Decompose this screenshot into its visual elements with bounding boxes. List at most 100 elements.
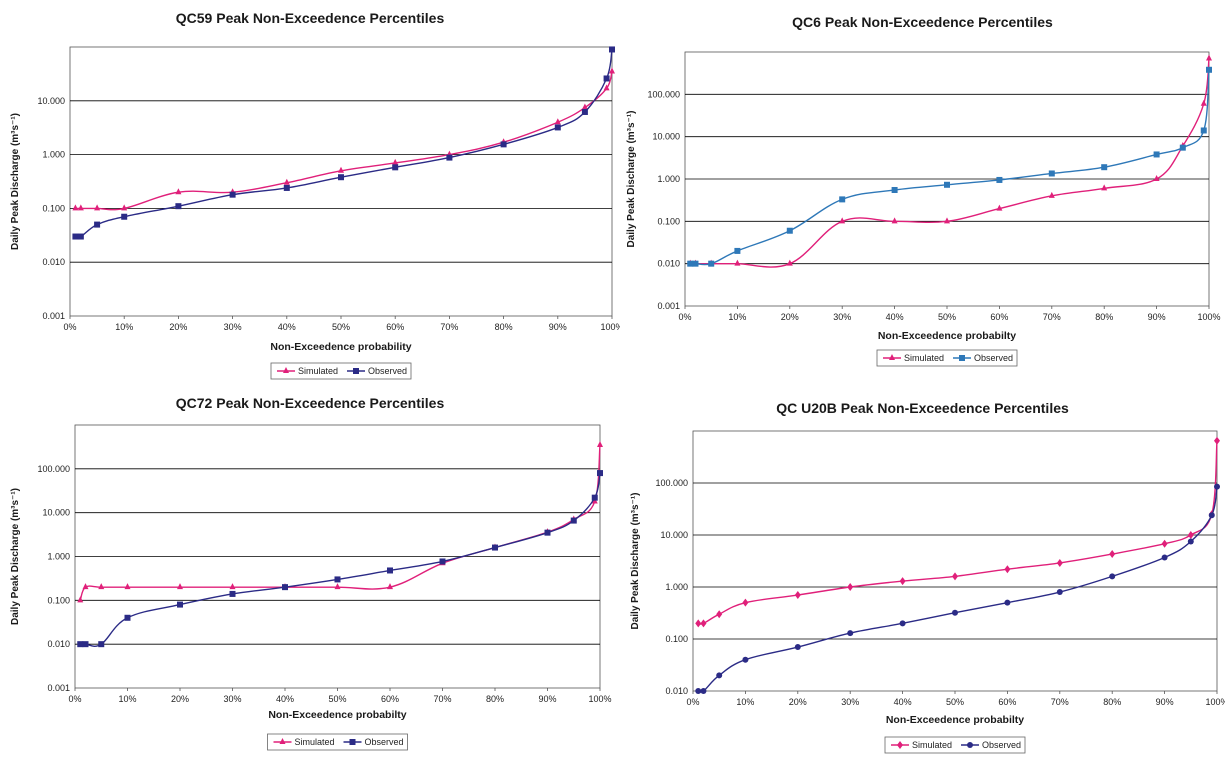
data-point-observed: [283, 184, 290, 191]
data-point-simulated: [177, 583, 183, 590]
data-point-observed: [554, 124, 561, 131]
chart-panel-qcu20b: QC U20B Peak Non-Exceedence Percentiles …: [620, 385, 1225, 757]
data-point-observed: [77, 641, 84, 648]
data-point-observed: [1200, 127, 1207, 134]
y-tick-label: 0.001: [657, 301, 680, 311]
x-tick-label: 50%: [938, 312, 956, 322]
data-point-observed: [692, 260, 699, 267]
y-tick-label: 0.010: [42, 257, 65, 267]
x-tick-label: 30%: [841, 697, 859, 707]
y-tick-label: 1.000: [47, 552, 70, 562]
data-point-observed: [94, 221, 101, 228]
x-axis-label: Non-Exceedence probability: [270, 341, 411, 353]
x-tick-label: 80%: [1095, 312, 1113, 322]
legend-swatch-marker: [283, 367, 289, 373]
data-point-simulated: [1153, 175, 1160, 181]
data-point-observed: [1153, 151, 1160, 158]
x-tick-label: 20%: [169, 322, 187, 332]
data-point-observed: [177, 601, 183, 608]
x-tick-label: 100%: [588, 694, 611, 704]
data-point-observed: [1214, 483, 1220, 490]
data-point-observed: [839, 196, 846, 203]
x-tick-label: 60%: [381, 694, 399, 704]
data-point-observed: [124, 614, 131, 621]
x-tick-label: 20%: [789, 697, 807, 707]
data-point-observed: [282, 584, 288, 591]
legend-label: Observed: [982, 740, 1021, 750]
data-point-observed: [492, 544, 498, 551]
data-point-simulated: [98, 583, 105, 590]
data-point-observed: [603, 75, 610, 82]
x-tick-label: 90%: [1148, 312, 1166, 322]
data-point-observed: [439, 558, 446, 565]
x-tick-label: 60%: [990, 312, 1008, 322]
x-tick-label: 40%: [886, 312, 904, 322]
x-axis-label: Non-Exceedence probabilty: [878, 330, 1016, 342]
data-point-observed: [847, 630, 854, 637]
data-point-simulated: [77, 596, 84, 603]
legend-swatch-marker: [279, 738, 286, 744]
data-point-simulated: [124, 583, 131, 590]
legend-label: Simulated: [912, 740, 952, 750]
x-tick-label: 80%: [1103, 697, 1121, 707]
data-point-simulated: [716, 610, 723, 619]
y-tick-label: 0.001: [47, 683, 70, 693]
y-tick-label: 0.100: [42, 203, 65, 213]
x-tick-label: 100%: [1205, 697, 1225, 707]
x-tick-label: 40%: [276, 694, 294, 704]
data-point-observed: [1206, 66, 1212, 73]
legend-swatch-marker: [349, 739, 356, 745]
x-tick-label: 80%: [486, 694, 504, 704]
data-point-observed: [996, 176, 1003, 183]
data-point-observed: [1179, 144, 1186, 151]
x-tick-label: 100%: [600, 322, 620, 332]
data-point-simulated: [891, 217, 898, 224]
y-tick-label: 1.000: [657, 174, 680, 184]
y-tick-label: 100.000: [647, 89, 680, 99]
x-tick-label: 50%: [332, 322, 350, 332]
data-point-simulated: [899, 577, 906, 586]
data-point-simulated: [338, 166, 344, 173]
x-tick-label: 0%: [63, 322, 76, 332]
x-tick-label: 60%: [998, 697, 1016, 707]
y-tick-label: 1.000: [665, 582, 688, 592]
data-point-observed: [1048, 170, 1055, 177]
x-tick-label: 0%: [68, 694, 81, 704]
x-tick-label: 0%: [678, 312, 691, 322]
data-point-simulated: [1004, 565, 1011, 574]
data-point-simulated: [581, 103, 588, 110]
data-point-simulated: [334, 583, 341, 590]
data-point-simulated: [1214, 436, 1220, 445]
x-axis-label: Non-Exceedence probabilty: [886, 714, 1024, 726]
data-point-simulated: [1187, 531, 1194, 539]
data-point-observed: [952, 609, 958, 616]
x-tick-label: 10%: [728, 312, 746, 322]
data-point-simulated: [734, 259, 741, 266]
data-point-simulated: [700, 619, 707, 628]
data-point-simulated: [944, 217, 950, 224]
y-tick-label: 10.000: [652, 132, 680, 142]
data-point-observed: [338, 174, 344, 181]
x-tick-label: 70%: [1051, 697, 1069, 707]
data-point-observed: [786, 227, 793, 234]
data-point-simulated: [597, 440, 603, 447]
chart-title: QC72 Peak Non-Exceedence Percentiles: [175, 395, 445, 411]
chart-title: QC6 Peak Non-Exceedence Percentiles: [792, 14, 1053, 30]
data-point-simulated: [794, 591, 801, 600]
x-tick-label: 0%: [686, 697, 699, 707]
chart-panel-qc72: QC72 Peak Non-Exceedence Percentiles 0.0…: [0, 385, 620, 757]
data-point-observed: [581, 108, 588, 115]
data-point-simulated: [742, 598, 749, 607]
data-point-observed: [591, 494, 598, 501]
chart-panel-qc59: QC59 Peak Non-Exceedence Percentiles 0.0…: [0, 0, 624, 385]
data-point-simulated: [1161, 539, 1168, 548]
legend-label: Simulated: [295, 737, 335, 747]
legend-swatch-marker: [967, 742, 973, 748]
x-axis-label: Non-Exceedence probabilty: [268, 709, 406, 721]
y-tick-label: 1.000: [42, 150, 65, 160]
x-tick-label: 30%: [223, 694, 241, 704]
data-point-observed: [229, 191, 236, 198]
x-tick-label: 90%: [549, 322, 567, 332]
data-point-observed: [72, 233, 79, 240]
legend-label: Observed: [974, 353, 1013, 363]
